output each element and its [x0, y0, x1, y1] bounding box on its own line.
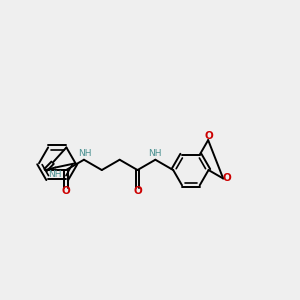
Text: O: O	[133, 186, 142, 196]
Text: O: O	[62, 186, 70, 196]
Text: NH: NH	[48, 170, 61, 179]
Text: O: O	[205, 131, 213, 141]
Text: NH: NH	[78, 149, 92, 158]
Text: O: O	[223, 173, 232, 183]
Text: NH: NH	[148, 149, 161, 158]
